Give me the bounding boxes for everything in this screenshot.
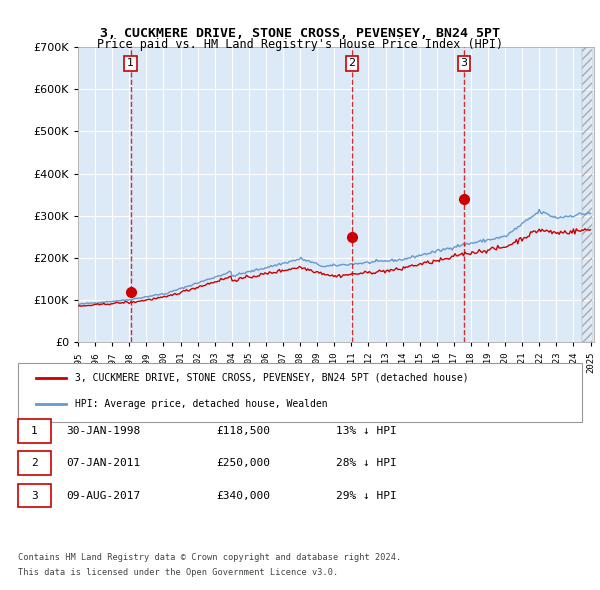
- Text: 28% ↓ HPI: 28% ↓ HPI: [336, 458, 397, 468]
- Text: HPI: Average price, detached house, Wealden: HPI: Average price, detached house, Weal…: [75, 399, 328, 409]
- Text: 2: 2: [31, 458, 38, 468]
- Text: Contains HM Land Registry data © Crown copyright and database right 2024.: Contains HM Land Registry data © Crown c…: [18, 553, 401, 562]
- Text: 2: 2: [349, 58, 355, 68]
- Text: 3: 3: [31, 491, 38, 500]
- Text: £250,000: £250,000: [216, 458, 270, 468]
- Text: 30-JAN-1998: 30-JAN-1998: [66, 426, 140, 435]
- Text: Price paid vs. HM Land Registry's House Price Index (HPI): Price paid vs. HM Land Registry's House …: [97, 38, 503, 51]
- Text: 09-AUG-2017: 09-AUG-2017: [66, 491, 140, 500]
- Text: £340,000: £340,000: [216, 491, 270, 500]
- Text: 29% ↓ HPI: 29% ↓ HPI: [336, 491, 397, 500]
- Text: 1: 1: [31, 426, 38, 435]
- Text: 07-JAN-2011: 07-JAN-2011: [66, 458, 140, 468]
- Text: 1: 1: [127, 58, 134, 68]
- Text: 3: 3: [461, 58, 467, 68]
- Text: 13% ↓ HPI: 13% ↓ HPI: [336, 426, 397, 435]
- Text: This data is licensed under the Open Government Licence v3.0.: This data is licensed under the Open Gov…: [18, 568, 338, 577]
- Text: 3, CUCKMERE DRIVE, STONE CROSS, PEVENSEY, BN24 5PT (detached house): 3, CUCKMERE DRIVE, STONE CROSS, PEVENSEY…: [75, 373, 469, 382]
- Text: £118,500: £118,500: [216, 426, 270, 435]
- Text: 3, CUCKMERE DRIVE, STONE CROSS, PEVENSEY, BN24 5PT: 3, CUCKMERE DRIVE, STONE CROSS, PEVENSEY…: [100, 27, 500, 40]
